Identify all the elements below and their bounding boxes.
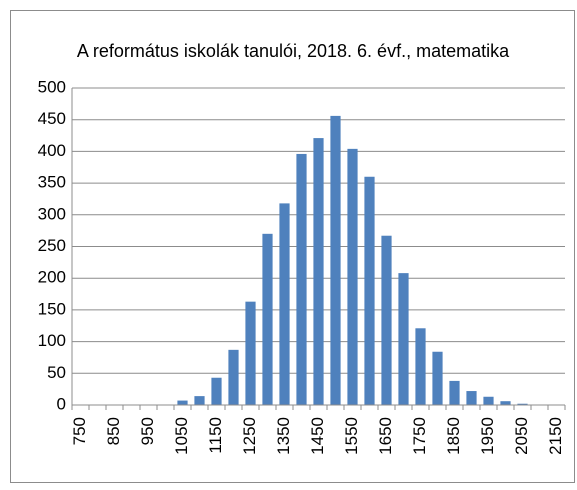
bar [330,115,341,406]
bar [432,351,443,405]
x-tick-label: 950 [138,417,157,445]
bar [245,301,256,405]
x-tick-label: 1350 [274,417,293,455]
x-tick-label: 2150 [546,417,565,455]
bar [466,391,477,405]
y-tick-label: 250 [38,236,66,255]
bar [517,403,528,405]
y-tick-label: 100 [38,331,66,350]
x-tick-label: 750 [70,417,89,445]
x-tick-label: 1150 [206,417,225,454]
y-tick-label: 300 [38,204,66,223]
bar [500,401,511,405]
x-tick-label: 1650 [376,417,395,455]
bar [211,377,222,405]
y-tick-label: 350 [38,173,66,192]
x-tick-label: 1750 [410,417,429,455]
y-tick-label: 150 [38,299,66,318]
bar [177,400,188,405]
x-tick-label: 1450 [308,417,327,455]
x-tick-label: 850 [104,417,123,445]
bar [296,153,307,405]
y-tick-label: 0 [57,394,66,413]
bar [313,138,324,405]
bar [347,148,358,405]
x-tick-label: 1050 [172,417,191,455]
bar [449,380,460,405]
bar [364,176,375,405]
x-tick-label: 2050 [512,417,531,455]
bar [262,233,273,405]
x-tick-label: 1850 [444,417,463,455]
bar [194,396,205,405]
y-tick-label: 200 [38,268,66,287]
bar [279,203,290,405]
y-tick-label: 500 [38,77,66,96]
bar [398,273,409,405]
bar [228,349,239,405]
bar [415,328,426,405]
x-tick-label: 1250 [240,417,259,455]
chart-title: A református iskolák tanulói, 2018. 6. é… [77,41,510,61]
y-tick-label: 400 [38,141,66,160]
bar [381,235,392,405]
bar [483,396,494,405]
x-tick-label: 1950 [478,417,497,455]
x-tick-label: 1550 [342,417,361,455]
y-tick-label: 50 [47,363,66,382]
y-tick-label: 450 [38,109,66,128]
